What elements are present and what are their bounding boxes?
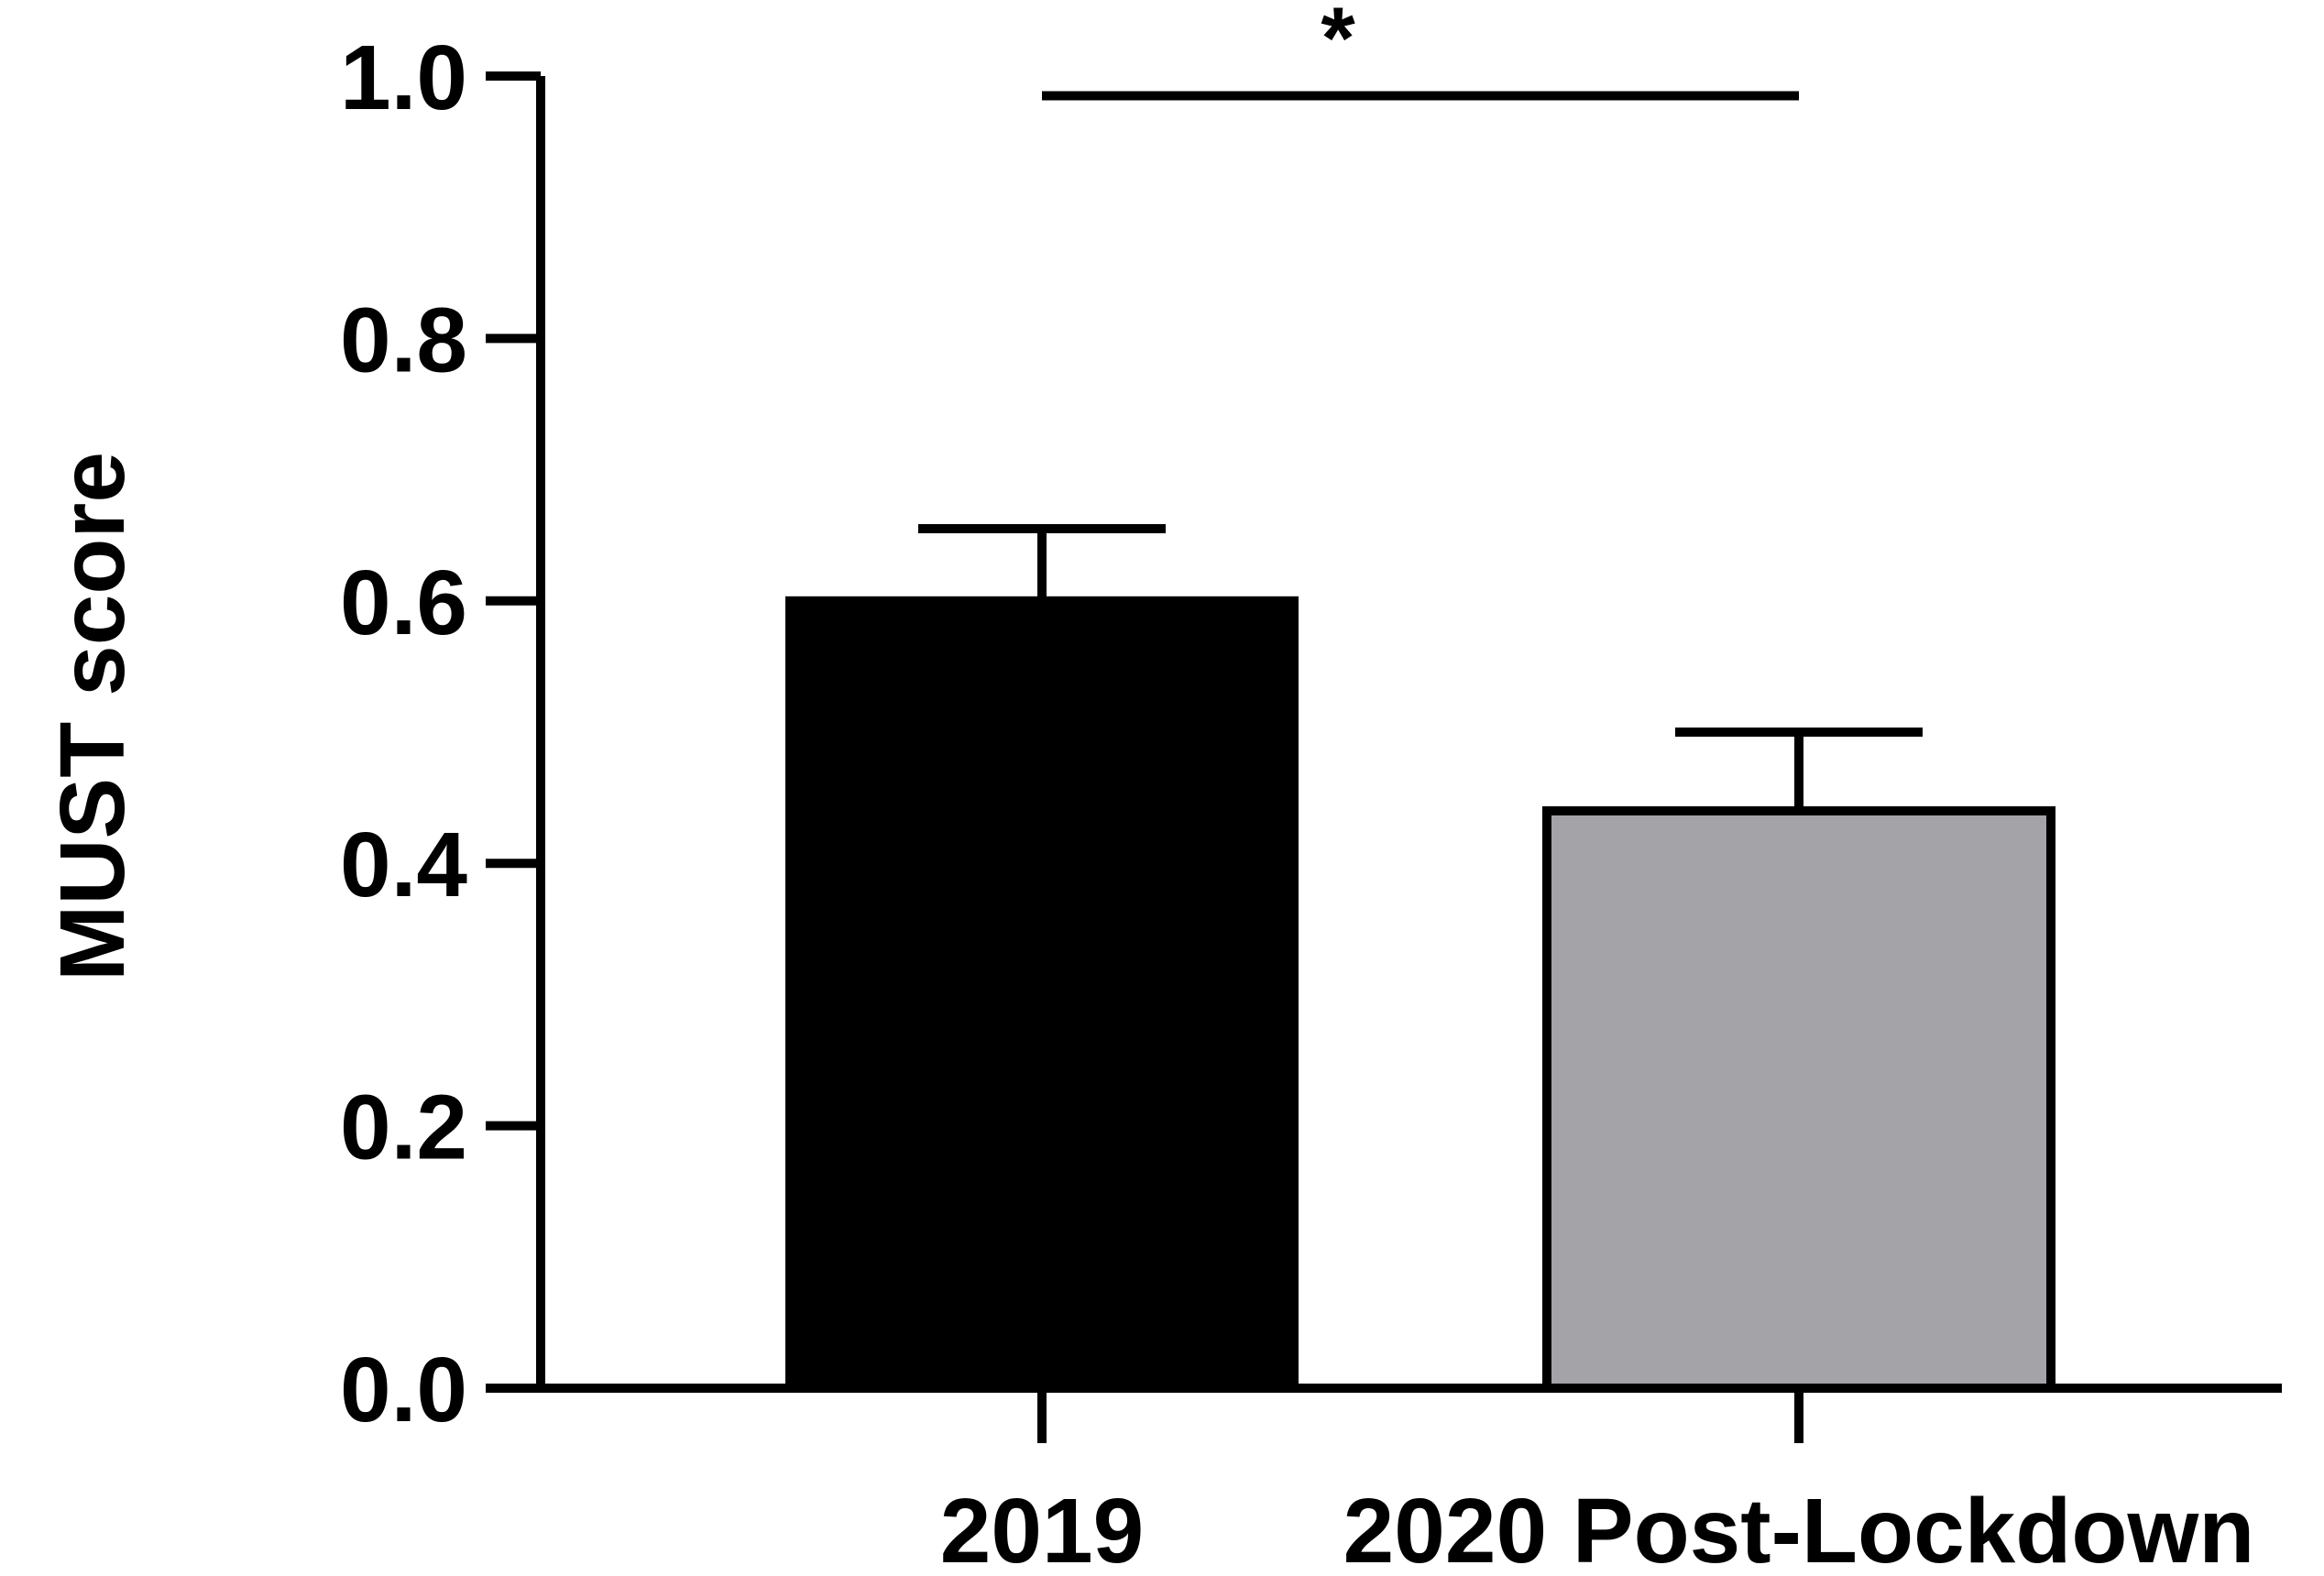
x-tick-label-1: 2020 Post-Lockdown: [1343, 1480, 2255, 1571]
bar-1: [1542, 805, 2055, 1393]
y-tick-label-4: 0.8: [340, 289, 467, 391]
y-tick-label-1: 0.2: [340, 1077, 467, 1179]
y-axis-title: MUST score: [41, 452, 144, 981]
y-tick-label-5: 1.0: [340, 27, 467, 129]
significance-label: *: [1321, 0, 1355, 87]
bar-0: [785, 596, 1299, 1393]
x-tick-label-0: 2019: [940, 1480, 1144, 1571]
y-tick-label-2: 0.4: [340, 814, 467, 916]
y-tick-label-3: 0.6: [340, 552, 467, 654]
y-tick-label-0: 0.0: [340, 1339, 467, 1441]
